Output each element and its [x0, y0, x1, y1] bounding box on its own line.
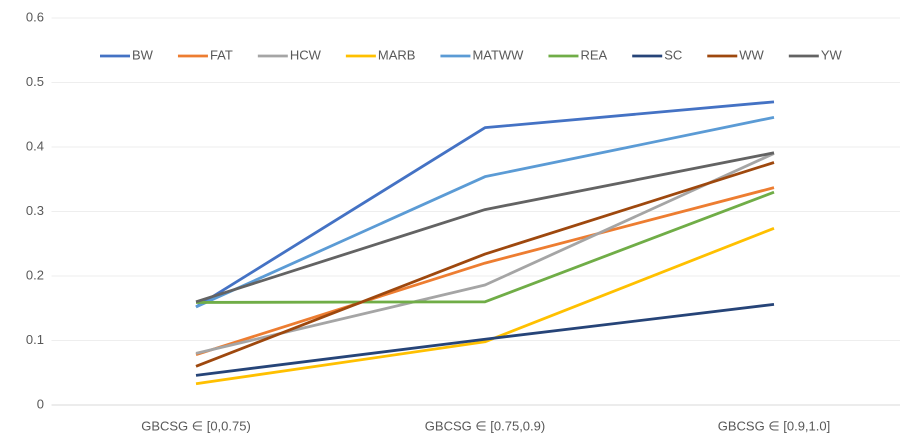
series-line [195, 190, 775, 304]
legend-label: BW [132, 47, 154, 62]
y-tick-label: 0.4 [26, 138, 44, 153]
legend-label: SC [664, 47, 682, 62]
series-line [195, 152, 775, 355]
legend-label: HCW [290, 47, 322, 62]
series-line [195, 100, 775, 309]
y-tick-label: 0 [37, 396, 44, 411]
y-tick-label: 0.6 [26, 9, 44, 24]
y-tick-label: 0.5 [26, 74, 44, 89]
series-line [195, 161, 775, 368]
series-line [195, 186, 775, 357]
series-line [195, 151, 775, 304]
y-tick-label: 0.1 [26, 332, 44, 347]
y-tick-label: 0.3 [26, 203, 44, 218]
legend-label: MATWW [472, 47, 524, 62]
series-line [195, 302, 775, 377]
x-tick-label: GBCSG ∈ [0.9,1.0] [718, 418, 830, 433]
legend-label: WW [739, 47, 764, 62]
series-line [195, 226, 775, 386]
x-tick-label: GBCSG ∈ [0.75,0.9) [425, 418, 545, 433]
y-tick-label: 0.2 [26, 267, 44, 282]
x-tick-label: GBCSG ∈ [0,0.75) [141, 418, 251, 433]
legend-label: YW [821, 47, 843, 62]
legend-label: FAT [210, 47, 233, 62]
series-line [195, 115, 775, 309]
legend-label: MARB [378, 47, 416, 62]
legend-label: REA [580, 47, 607, 62]
